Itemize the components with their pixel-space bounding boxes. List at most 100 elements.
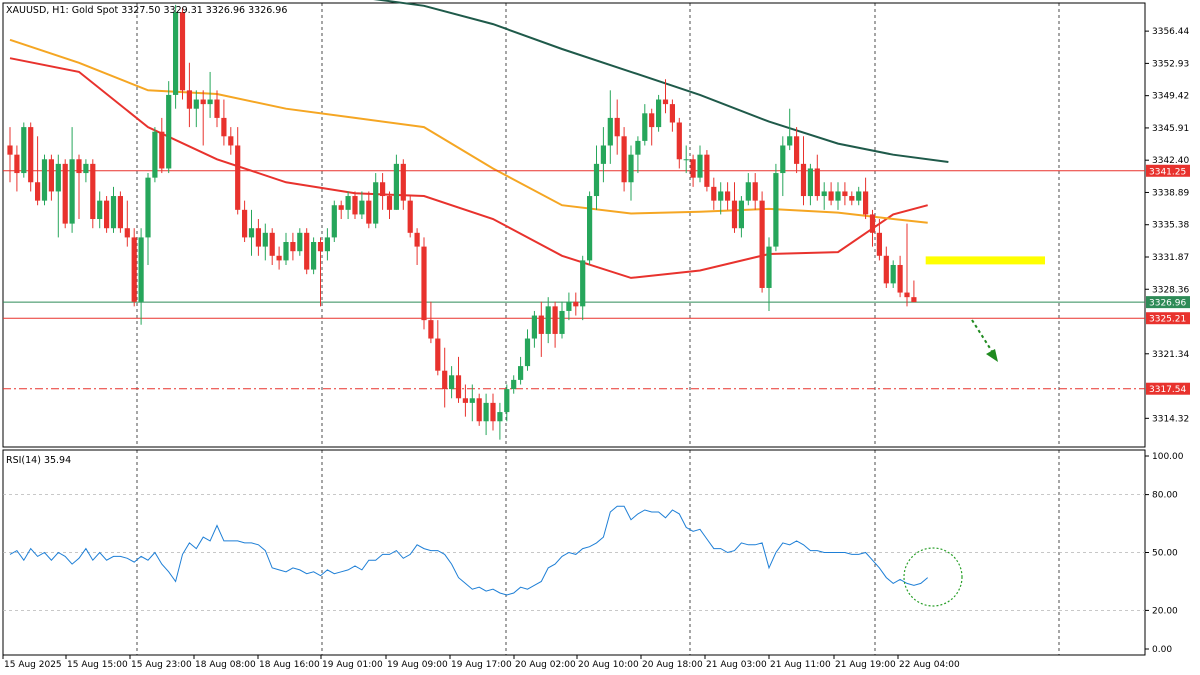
candle-body — [248, 228, 255, 238]
candle — [752, 173, 758, 210]
candle — [193, 90, 199, 128]
candle-body — [235, 145, 241, 210]
candle-body — [76, 159, 82, 174]
candle — [869, 209, 876, 247]
candle — [731, 182, 738, 233]
candle — [76, 154, 82, 220]
candle-body — [476, 398, 482, 422]
candle-body — [642, 113, 648, 141]
candle-body — [28, 127, 34, 183]
candle — [214, 90, 220, 128]
candle — [414, 228, 420, 265]
candle-body — [442, 370, 448, 390]
candle — [794, 127, 800, 174]
price-y-tick-label: 3338.89 — [1152, 188, 1189, 198]
price-y-tick-label: 3352.93 — [1152, 59, 1189, 69]
candle — [800, 136, 807, 206]
candle-body — [290, 242, 296, 252]
candle-body — [869, 214, 876, 233]
candle — [179, 7, 186, 100]
candle-body — [449, 375, 455, 390]
candle-body — [552, 306, 558, 334]
candle — [269, 228, 275, 265]
candle-body — [483, 402, 489, 422]
candle — [704, 150, 710, 192]
candle — [745, 173, 751, 206]
candle-body — [518, 366, 524, 380]
candle — [766, 237, 772, 311]
candle-body — [904, 292, 910, 298]
candle-body — [338, 205, 344, 210]
price-panel — [2, 2, 1146, 448]
candle-body — [593, 163, 600, 197]
candle — [48, 154, 54, 201]
candle-body — [628, 154, 634, 183]
candle — [718, 182, 724, 215]
candle-body — [690, 159, 696, 178]
candle-body — [821, 191, 827, 197]
candle-body — [545, 306, 551, 334]
candle — [393, 154, 399, 210]
candle — [359, 191, 365, 220]
candle — [297, 228, 303, 256]
x-tick-label: 15 Aug 15:00 — [67, 660, 128, 670]
candle — [145, 173, 151, 265]
candle-body — [359, 200, 365, 215]
candle — [635, 136, 641, 174]
candle — [242, 200, 248, 243]
rsi-y-tick-label: 50.00 — [1152, 549, 1178, 559]
candle — [483, 393, 489, 436]
candle — [497, 402, 503, 440]
price-y-tick-label: 3349.42 — [1152, 92, 1189, 102]
candle-body — [400, 163, 406, 201]
candle — [28, 122, 34, 192]
candle — [773, 163, 779, 252]
candle — [904, 223, 910, 307]
candle-body — [228, 136, 234, 146]
candle — [200, 90, 206, 146]
candle-body — [221, 117, 227, 137]
candle — [304, 228, 310, 275]
arrow-head — [986, 349, 998, 362]
candle-body — [800, 163, 807, 197]
candle — [435, 320, 441, 376]
rsi-highlight-circle-icon — [903, 547, 963, 607]
candle-body — [166, 94, 172, 169]
candle-body — [883, 255, 889, 284]
candle-body — [531, 315, 537, 339]
rsi-line — [9, 505, 929, 596]
price-y-tick-label: 3321.34 — [1152, 350, 1189, 360]
x-tick-label: 15 Aug 23:00 — [131, 660, 192, 670]
candle — [911, 280, 917, 303]
candle-body — [863, 191, 869, 215]
candle-body — [138, 237, 144, 302]
price-y-tick-label: 3356.44 — [1152, 27, 1189, 37]
candle-body — [276, 255, 282, 261]
candle-body — [662, 99, 669, 105]
x-tick-label: 19 Aug 01:00 — [322, 660, 383, 670]
price-y-tick-label: 3335.38 — [1152, 221, 1189, 231]
candle-body — [380, 182, 386, 197]
candle — [504, 384, 510, 422]
candle — [628, 145, 634, 201]
candle — [642, 104, 648, 146]
candle-body — [97, 200, 103, 220]
candle — [821, 182, 827, 210]
x-tick-label: 20 Aug 18:00 — [642, 660, 703, 670]
candle-body — [41, 159, 48, 201]
candle-body — [152, 131, 158, 178]
candle — [828, 182, 834, 206]
candle-body — [393, 163, 399, 210]
candle — [152, 127, 158, 183]
candle-body — [255, 228, 261, 247]
candle — [159, 117, 165, 174]
candle-body — [7, 145, 13, 155]
candle — [117, 191, 123, 233]
candle-body — [179, 12, 186, 91]
price-level-badge-label: 3341.25 — [1149, 167, 1186, 177]
candle-body — [69, 159, 75, 224]
candle-body — [311, 242, 317, 270]
candle-body — [635, 140, 641, 155]
rsi-header: RSI(14) 35.94 — [6, 455, 71, 466]
